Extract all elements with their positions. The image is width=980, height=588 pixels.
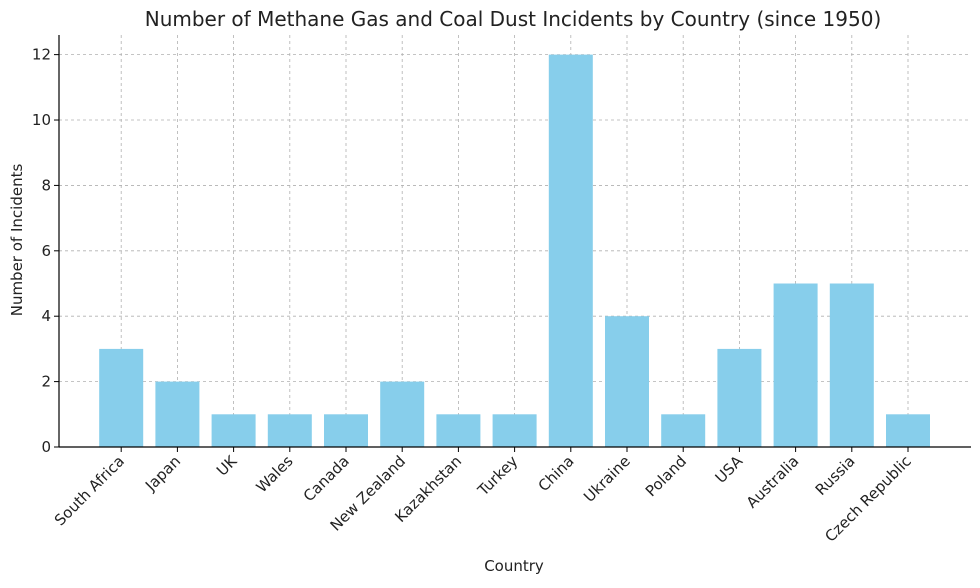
- y-axis-label: Number of Incidents: [8, 164, 26, 317]
- chart-title: Number of Methane Gas and Coal Dust Inci…: [145, 7, 882, 31]
- bar-new-zealand: [380, 381, 425, 447]
- axes: [54, 35, 971, 452]
- bar-kazakhstan: [436, 414, 481, 447]
- bar-australia: [773, 283, 818, 447]
- y-tick-label: 2: [41, 373, 51, 391]
- y-tick-label: 8: [41, 176, 51, 194]
- bar-usa: [717, 348, 762, 447]
- y-tick-label: 12: [32, 46, 51, 64]
- x-tick-label: Poland: [642, 452, 690, 500]
- bar-south-africa: [99, 348, 144, 447]
- x-tick-label: Turkey: [473, 452, 521, 500]
- bar-ukraine: [605, 316, 649, 447]
- x-tick-label: Canada: [300, 452, 353, 505]
- bar-japan: [155, 381, 200, 447]
- bar-poland: [661, 414, 706, 447]
- bar-china: [548, 54, 593, 447]
- x-axis-label: Country: [484, 557, 544, 575]
- bar-wales: [267, 414, 312, 447]
- bar-turkey: [492, 414, 537, 447]
- y-tick-label: 0: [41, 438, 51, 456]
- bar-canada: [324, 414, 368, 447]
- bar-russia: [829, 283, 874, 447]
- x-tick-label: Australia: [743, 452, 803, 512]
- x-tick-label: UK: [213, 451, 241, 479]
- x-tick-label: Wales: [253, 452, 297, 496]
- y-tick-label: 6: [41, 242, 51, 260]
- y-tick-label: 10: [32, 111, 51, 129]
- x-tick-label: South Africa: [51, 452, 128, 529]
- x-tick-label: Russia: [812, 452, 859, 499]
- x-tick-label: Ukraine: [580, 452, 634, 506]
- x-tick-label: China: [535, 452, 578, 495]
- y-tick-labels: 0 2 4 6 8 10 12: [32, 46, 51, 456]
- bar-uk: [211, 414, 256, 447]
- y-tick-label: 4: [41, 307, 51, 325]
- bars: [99, 54, 930, 447]
- x-tick-label: Japan: [141, 452, 184, 495]
- bar-czech-republic: [886, 414, 930, 447]
- x-tick-label: USA: [712, 452, 747, 487]
